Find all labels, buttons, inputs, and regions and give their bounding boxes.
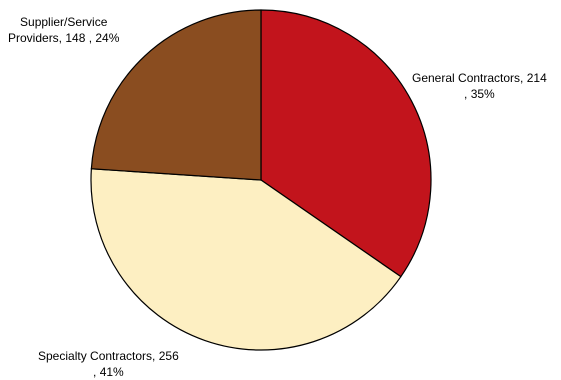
slice-label-supplier-service-providers: Supplier/Service Providers, 148 , 24% (8, 14, 119, 46)
pie-slices (90, 9, 432, 351)
slice-label-specialty-contractors-line-1: Specialty Contractors, 256 (38, 349, 179, 363)
pie-slice-specialty-contractors (90, 168, 402, 351)
slice-label-supplier-service-providers-line-1: Supplier/Service (20, 15, 108, 29)
pie-slice-supplier-service-providers (90, 9, 262, 181)
slice-label-specialty-contractors-line-2: , 41% (93, 365, 124, 379)
slice-label-general-contractors-line-2: , 35% (464, 87, 495, 101)
slice-label-general-contractors: General Contractors, 214 , 35% (412, 70, 547, 102)
slice-label-specialty-contractors: Specialty Contractors, 256 , 41% (38, 348, 179, 380)
pie-slice-general-contractors (260, 9, 432, 278)
slice-label-supplier-service-providers-line-2: Providers, 148 , 24% (8, 31, 120, 45)
slice-label-general-contractors-line-1: General Contractors, 214 (412, 71, 547, 85)
